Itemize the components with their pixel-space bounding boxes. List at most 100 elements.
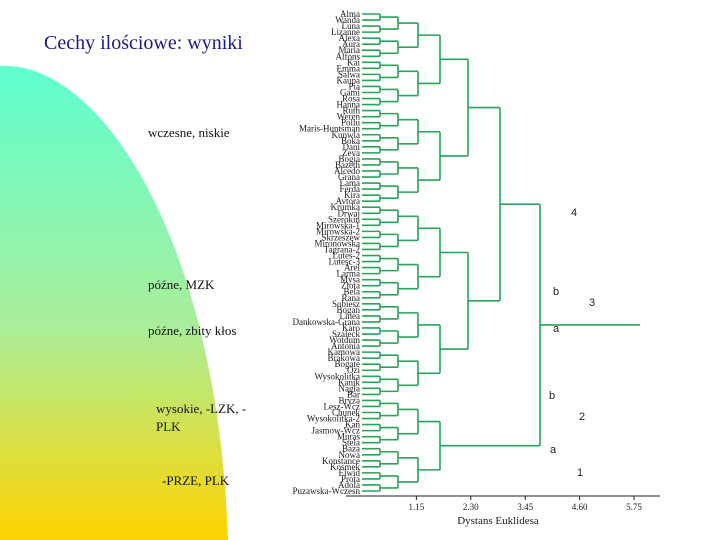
leaf-label: Avtora — [336, 196, 360, 206]
leaf-label: Lizanne — [331, 27, 360, 37]
leaf-label: Adola — [338, 480, 360, 490]
leaf-label: Bryza — [339, 395, 361, 405]
x-axis-tick-label: 2.30 — [463, 502, 479, 512]
leaf-label: Sobiesz — [332, 299, 360, 309]
leaf-label: Kan — [345, 420, 360, 430]
leaf-labels: AlmaWandaLunaLizanneAlexaAuraMariaAlfons… — [293, 9, 361, 496]
leaf-label: Bar — [347, 389, 360, 399]
leaf-label: Kira — [344, 190, 360, 200]
leaf-label: Jasmow-Wcz — [312, 426, 360, 436]
leaf-label: Bogan — [337, 305, 361, 315]
leaf-label: Zeva — [342, 148, 360, 158]
leaf-label: Karo — [342, 323, 360, 333]
leaf-label: Drwaj — [338, 208, 361, 218]
annotations: 4 b 3 a b 2 a 1 — [549, 207, 595, 479]
leaf-label: Emma — [337, 63, 361, 73]
leaf-label: Mirowska-2 — [316, 226, 360, 236]
leaf-label: Alfons — [336, 51, 361, 61]
leaf-label: Wotdum — [329, 335, 360, 345]
leaf-label: Lutesc-3 — [329, 257, 361, 267]
leaf-label: Elwid — [339, 468, 361, 478]
leaf-label: Tagrana-2 — [324, 244, 360, 254]
cluster-annotation: b — [553, 286, 559, 298]
x-axis-tick-label: 4.60 — [572, 502, 588, 512]
leaf-label: Lama — [340, 178, 361, 188]
leaf-label: Nowa — [339, 450, 361, 460]
leaf-label: Wysokolitka-2 — [307, 414, 360, 424]
leaf-label: Prota — [341, 474, 360, 484]
leaf-label: Alma — [340, 9, 360, 19]
leaf-label: Arel — [344, 263, 360, 273]
group-label-tall: wysokie, -LZK, -PLK — [156, 401, 247, 434]
leaf-label: Pia — [348, 81, 360, 91]
leaf-label: Dani — [343, 142, 361, 152]
cluster-annotation: 4 — [571, 207, 577, 219]
cluster-annotation: 1 — [577, 467, 583, 479]
leaf-label: Salwa — [338, 69, 360, 79]
leaf-label: Kaupa — [337, 75, 361, 85]
leaf-label: Brakowa — [328, 353, 361, 363]
leaf-label: Skrzeszew — [322, 232, 361, 242]
x-axis-tick-label: 5.75 — [626, 502, 642, 512]
leaf-label: Maria — [339, 45, 361, 55]
leaf-label: Hanna — [337, 100, 361, 110]
cluster-annotation: 2 — [579, 411, 585, 423]
x-axis: 1.15 2.30 3.45 4.60 5.75 Dystans Euklidesa — [346, 495, 660, 527]
leaf-label: Chunek — [332, 408, 360, 418]
leaf-label: Stela — [342, 438, 360, 448]
leaf-label: Alexa — [339, 33, 361, 43]
leaf-label: Krumka — [331, 202, 361, 212]
cluster-annotation: b — [549, 390, 555, 402]
leaf-label: Pollu — [341, 118, 361, 128]
group-label-early-low: wczesne, niskie — [148, 125, 230, 140]
leaf-label: Rosa — [342, 94, 360, 104]
leaf-label: Ruth — [342, 106, 360, 116]
leaf-label: Wanda — [335, 15, 360, 25]
cluster-annotation: a — [550, 444, 557, 456]
leaf-label: Kamowa — [328, 347, 361, 357]
leaf-label: Bela — [344, 287, 361, 297]
group-label-late-mzk: późne, MZK — [148, 277, 215, 292]
leaf-label: Maris-Huntsman — [299, 124, 360, 134]
leaf-label: Lesz-Wcz — [324, 401, 360, 411]
dendrogram-tree — [362, 13, 640, 492]
leaf-label: Weren — [337, 112, 361, 122]
leaf-label: Rana — [342, 293, 361, 303]
leaf-label: Antonia — [331, 341, 360, 351]
leaf-label: Bogate — [335, 359, 361, 369]
leaf-label: Lutes-2 — [333, 251, 361, 261]
leaf-label: Muras — [337, 432, 360, 442]
leaf-label: Nagla — [339, 383, 361, 393]
group-label-late-compact: późne, zbity kłos — [148, 323, 237, 338]
leaf-label: Kanik — [338, 377, 360, 387]
leaf-label: Ozi — [347, 365, 360, 375]
leaf-label: Dankowska-Grana — [293, 317, 360, 327]
leaf-label: Boka — [341, 136, 360, 146]
leaf-label: Mirowska-1 — [316, 220, 360, 230]
leaf-label: Grana — [338, 172, 360, 182]
leaf-label: Wysokolitka — [315, 371, 360, 381]
leaf-label: Zlota — [341, 281, 360, 291]
x-axis-title: Dystans Euklidesa — [457, 515, 539, 527]
leaf-label: Alcedo — [334, 166, 360, 176]
leaf-label: Linea — [340, 311, 361, 321]
leaf-label: Bogia — [339, 154, 361, 164]
leaf-label: Gami — [340, 87, 360, 97]
slide-title: Cechy ilościowe: wyniki — [44, 32, 243, 54]
leaf-label: Kai — [347, 57, 360, 67]
leaf-label: Ferda — [340, 184, 361, 194]
leaf-label: Kosmek — [330, 462, 360, 472]
leaf-label: Kunwla — [332, 130, 361, 140]
leaf-label: Mysa — [340, 275, 360, 285]
leaf-label: Konstance — [322, 456, 360, 466]
leaf-label: Szaleck — [332, 329, 360, 339]
cluster-annotation: 3 — [589, 297, 595, 309]
leaf-label: Luna — [342, 21, 361, 31]
group-label-prze: -PRZE, PLK — [162, 473, 230, 488]
leaf-label: Aura — [342, 39, 360, 49]
leaf-label: Puzawska-Wczesn — [293, 486, 361, 496]
leaf-label: Mironowska — [315, 238, 361, 248]
leaf-label: Bazeth — [335, 160, 360, 170]
leaf-label: Szerokin — [328, 214, 360, 224]
